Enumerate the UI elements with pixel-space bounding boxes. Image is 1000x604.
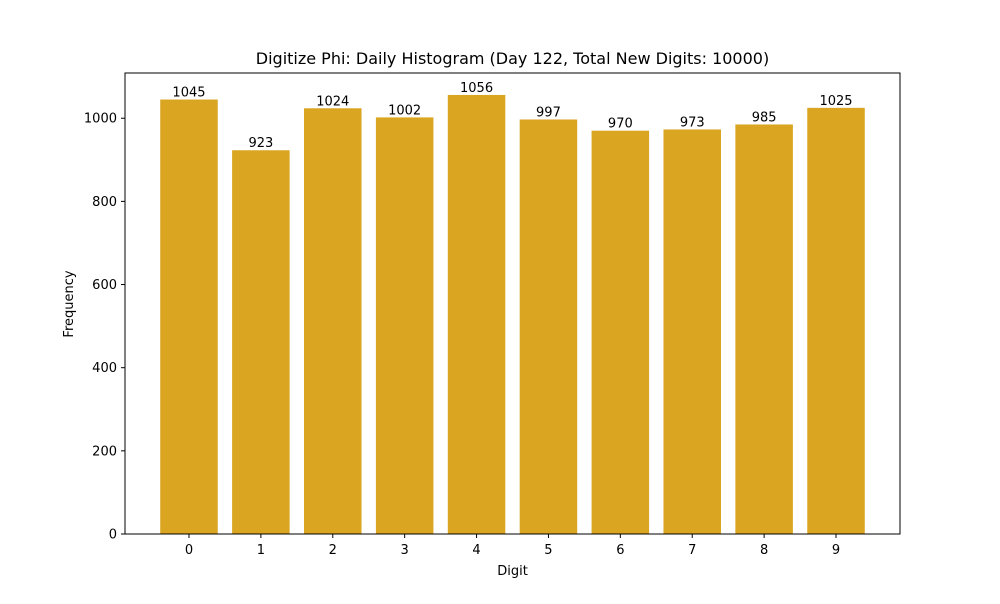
- y-tick-label: 600: [92, 278, 117, 293]
- bars-group: [160, 94, 865, 535]
- bar-digit-9: [807, 107, 865, 534]
- bar-digit-2: [304, 108, 362, 535]
- bar-digit-8: [735, 124, 793, 534]
- x-tick-label: 3: [401, 543, 409, 558]
- y-tick-label: 800: [92, 195, 117, 210]
- y-tick-label: 0: [109, 528, 117, 543]
- bar-digit-4: [447, 94, 506, 534]
- x-tick-label: 6: [616, 543, 624, 558]
- x-tick-label: 0: [185, 543, 193, 558]
- axes: [124, 72, 901, 535]
- y-axis-ticks: 0 200 400 600 800 1000: [84, 112, 125, 543]
- bar-value-label: 973: [680, 115, 705, 130]
- x-axis-ticks: 0 1 2 3 4 5 6 7 8 9: [185, 534, 840, 558]
- x-tick-label: 9: [832, 543, 840, 558]
- y-axis-label: Frequency: [62, 270, 77, 337]
- x-tick-label: 7: [688, 543, 696, 558]
- bar-value-label: 1024: [316, 94, 349, 109]
- bar-value-label: 1056: [460, 81, 493, 96]
- y-tick-label: 200: [92, 444, 117, 459]
- bar-value-label: 997: [536, 105, 561, 120]
- plot-frame: [124, 72, 901, 535]
- x-tick-label: 2: [329, 543, 337, 558]
- bar-value-label: 1025: [819, 94, 852, 109]
- x-tick-label: 1: [257, 543, 265, 558]
- bar-value-label: 1045: [172, 86, 205, 101]
- y-tick-label: 400: [92, 361, 117, 376]
- bar-digit-0: [160, 99, 218, 535]
- bar-value-label: 923: [248, 136, 273, 151]
- x-axis-label: Digit: [497, 564, 528, 579]
- bar-value-label: 1002: [388, 103, 421, 118]
- bar-digit-5: [519, 119, 578, 534]
- y-tick-label: 1000: [84, 112, 117, 127]
- bar-digit-1: [232, 150, 290, 535]
- bar-value-labels: 1045 923 1024 1002 1056 997 970 973 985 1025: [172, 81, 852, 151]
- x-tick-label: 8: [760, 543, 768, 558]
- bar-digit-7: [663, 129, 721, 534]
- bar-value-label: 970: [608, 117, 633, 132]
- x-tick-label: 4: [472, 543, 480, 558]
- bar-digit-6: [591, 130, 650, 534]
- x-tick-label: 5: [544, 543, 552, 558]
- bar-digit-3: [375, 117, 434, 534]
- chart-title: Digitize Phi: Daily Histogram (Day 122, …: [256, 49, 769, 68]
- bar-value-label: 985: [752, 110, 777, 125]
